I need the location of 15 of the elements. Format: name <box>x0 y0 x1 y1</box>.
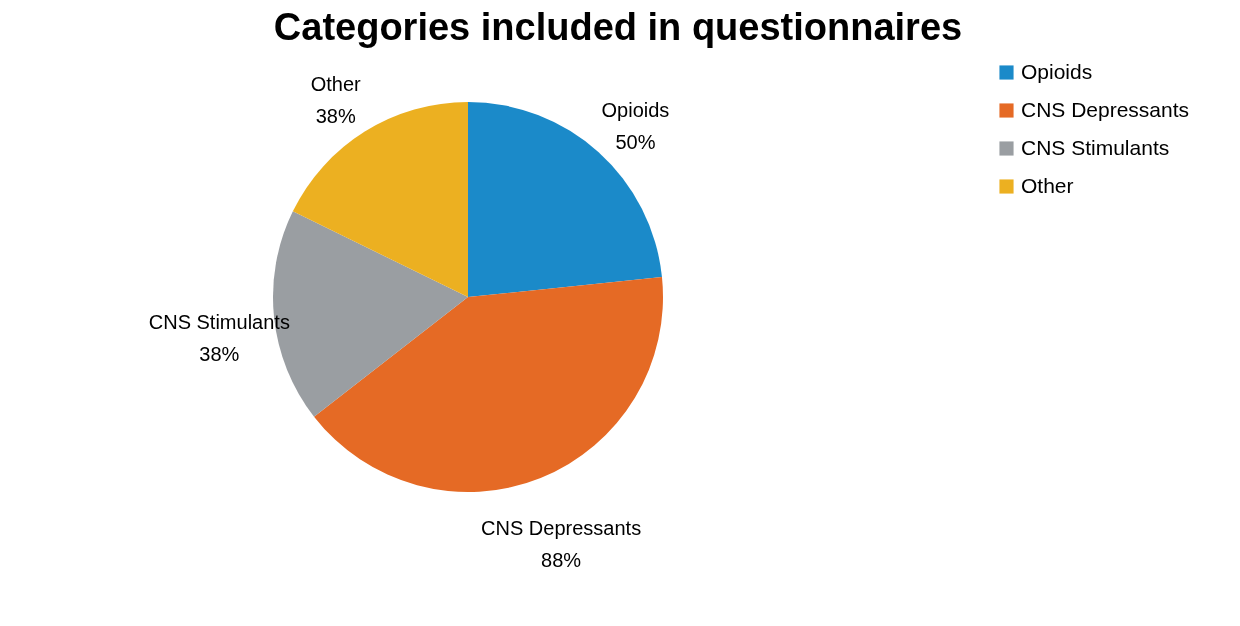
slice-label: CNS Stimulants <box>148 310 290 333</box>
legend-label: Other <box>1021 173 1074 197</box>
pie-slice <box>314 277 663 492</box>
legend-label: CNS Depressants <box>1021 97 1190 121</box>
slice-label: CNS Depressants <box>481 517 642 540</box>
chart-title: Categories included in questionnaires <box>273 6 963 48</box>
legend-label: CNS Stimulants <box>1021 135 1170 159</box>
slice-label: Opioids <box>601 99 670 122</box>
pie-slice <box>292 102 468 297</box>
slice-label: Other <box>310 72 361 95</box>
data-label: 50% <box>615 131 656 154</box>
data-label: 88% <box>541 549 582 572</box>
data-label: 38% <box>199 342 240 365</box>
data-label: 38% <box>315 104 356 127</box>
legend-label: Opioids <box>1021 59 1093 83</box>
